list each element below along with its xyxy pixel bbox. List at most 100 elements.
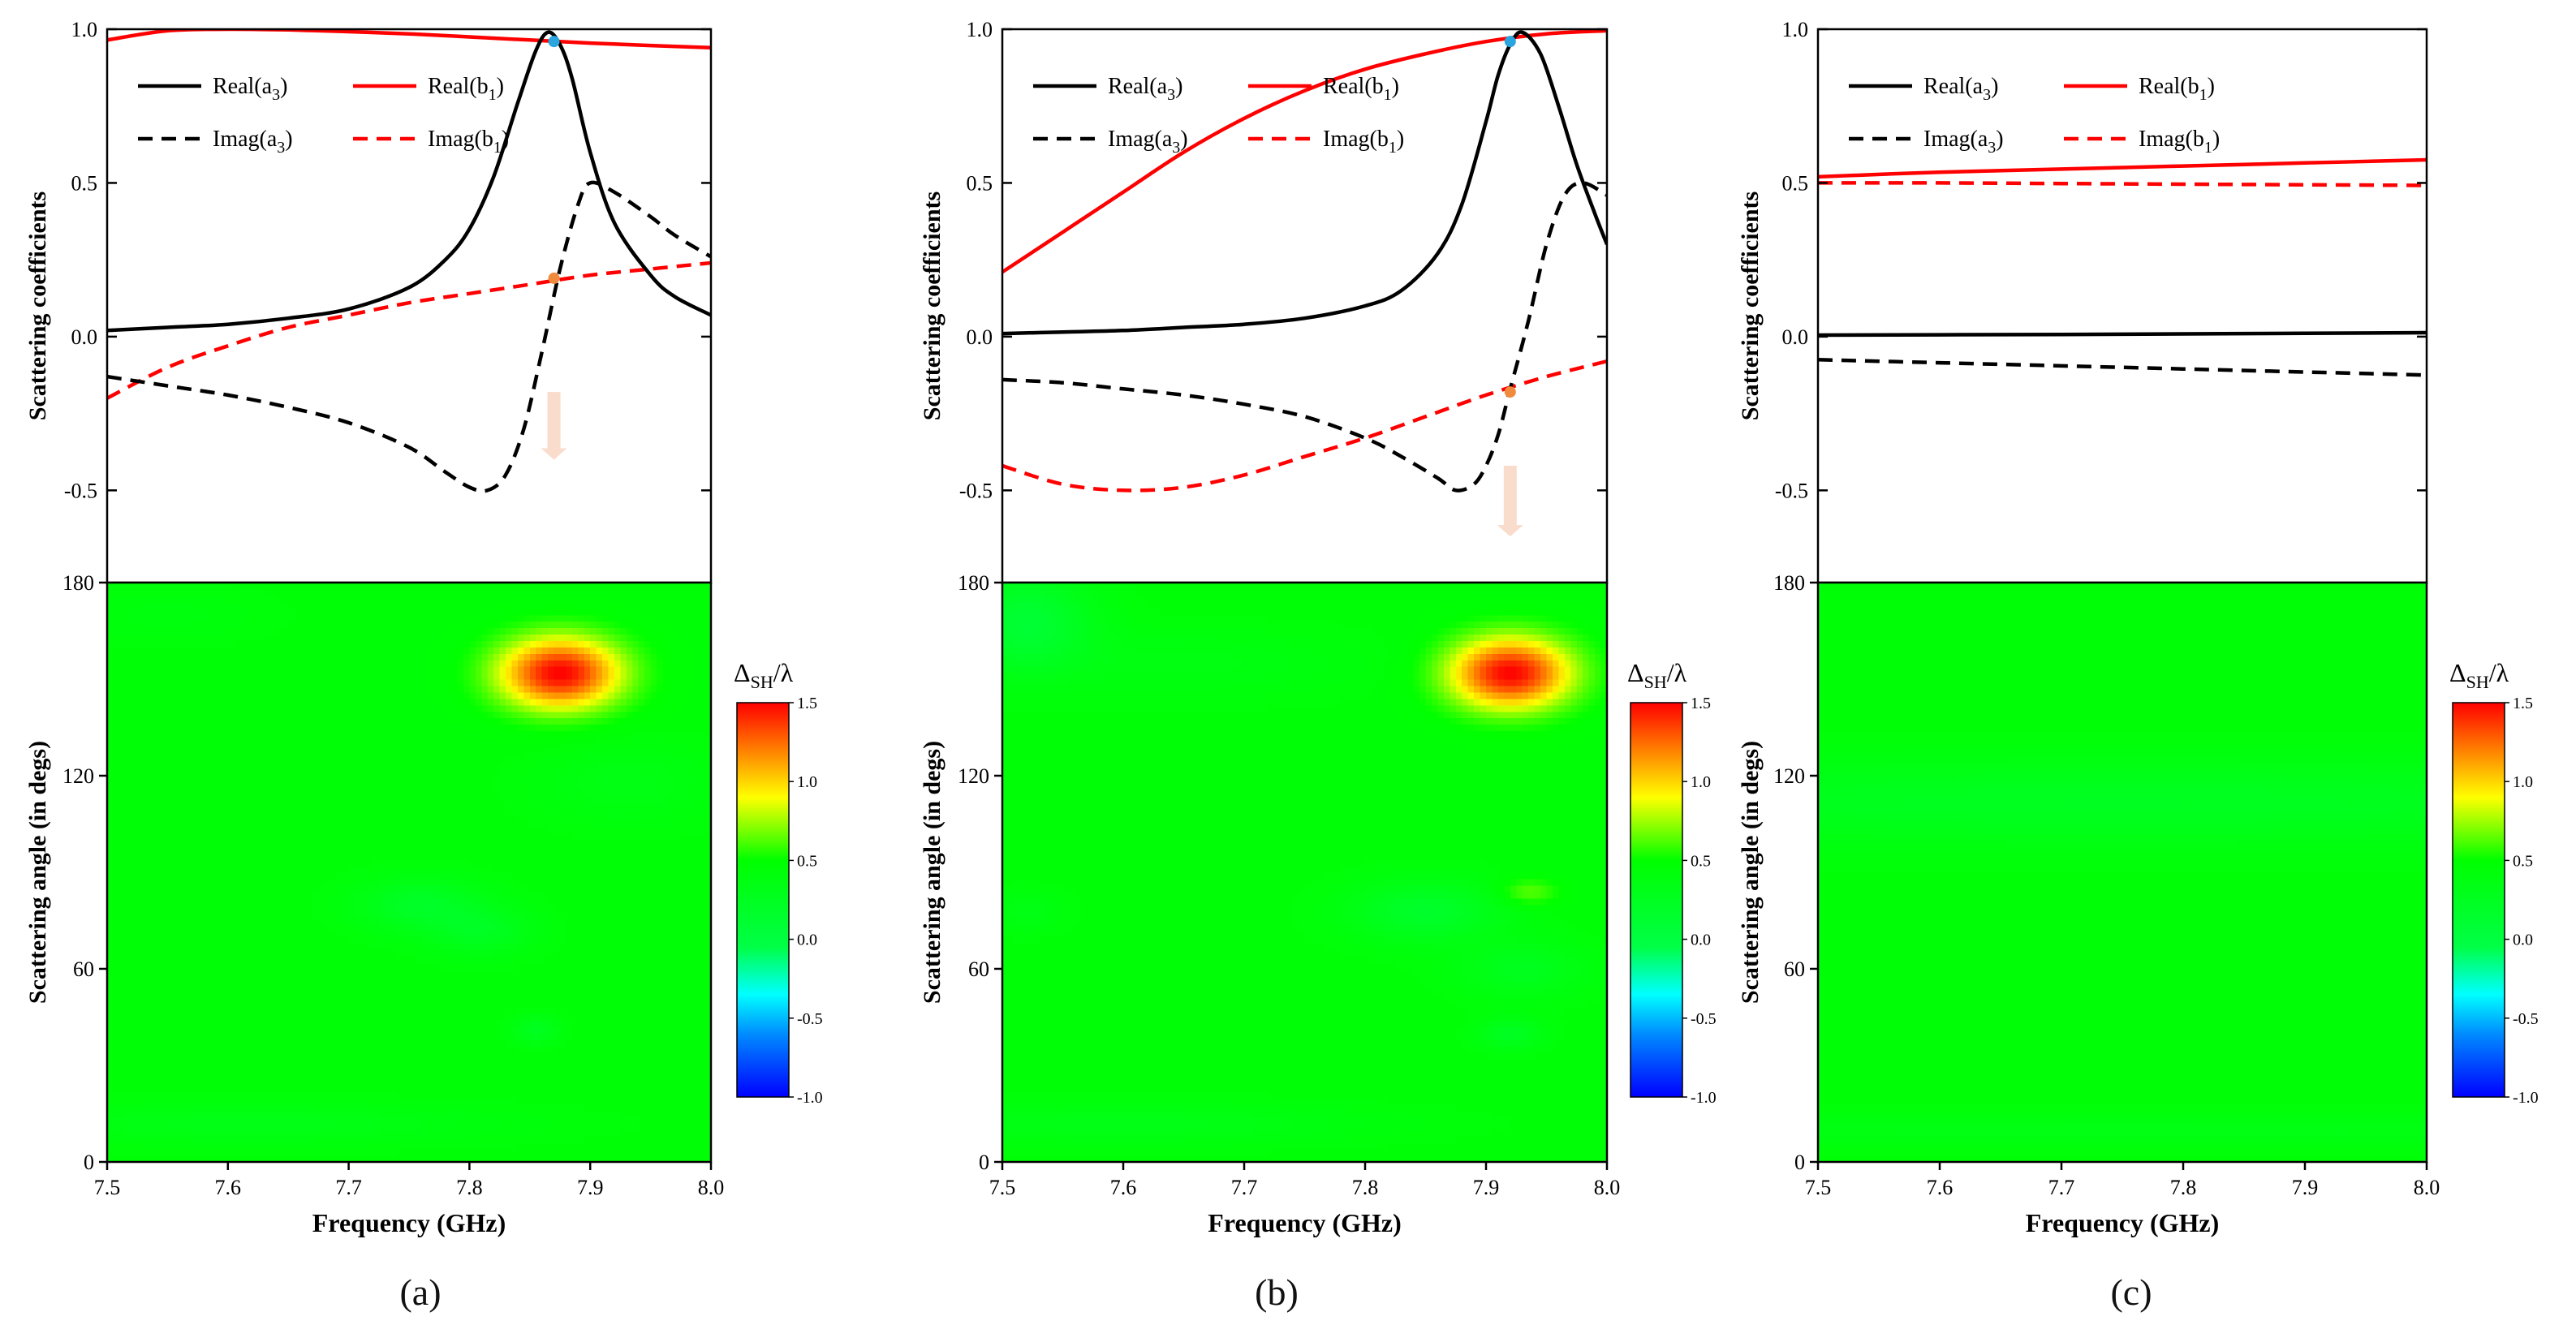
heatmap-cell bbox=[657, 1104, 663, 1112]
heatmap-cell bbox=[156, 1123, 162, 1130]
heatmap-cell bbox=[415, 1098, 421, 1105]
heatmap-cell bbox=[693, 1085, 700, 1092]
heatmap-cell bbox=[300, 1129, 307, 1137]
heatmap-cell bbox=[162, 1142, 168, 1150]
heatmap-cell bbox=[276, 1116, 282, 1124]
heatmap-cell bbox=[240, 1091, 247, 1099]
heatmap-cell bbox=[687, 1123, 693, 1130]
heatmap-cell bbox=[113, 1123, 119, 1130]
heatmap-cell bbox=[523, 1072, 530, 1079]
heatmap-cell bbox=[554, 1136, 561, 1143]
heatmap-cell bbox=[511, 1129, 518, 1137]
heatmap-cell bbox=[590, 1123, 597, 1130]
heatmap-cell bbox=[614, 1072, 621, 1079]
heatmap-cell bbox=[137, 1072, 144, 1079]
heatmap-cell bbox=[379, 1123, 386, 1130]
heatmap-cell bbox=[674, 1149, 681, 1156]
heatmap-cell bbox=[282, 1085, 289, 1092]
heatmap-cell bbox=[627, 1142, 633, 1150]
heatmap-cell bbox=[572, 1123, 579, 1130]
heatmap-cell bbox=[493, 1142, 500, 1150]
heatmap-cell bbox=[439, 1123, 446, 1130]
heatmap-cell bbox=[312, 1149, 319, 1156]
heatmap-cell bbox=[288, 1072, 295, 1079]
heatmap-cell bbox=[379, 1111, 386, 1118]
heatmap-cell bbox=[511, 1085, 518, 1092]
heatmap-cell bbox=[228, 1129, 235, 1137]
heatmap-cell bbox=[427, 1078, 433, 1086]
heatmap-cell bbox=[174, 1085, 180, 1092]
heatmap-cell bbox=[209, 1078, 216, 1086]
heatmap-cell bbox=[476, 1142, 482, 1150]
heatmap-a: 7.5 7.6 7.7 7.8 7.9 8.0060120180Frequency (GH… bbox=[24, 571, 823, 1237]
heatmap-cell bbox=[300, 1149, 307, 1156]
heatmap-cell bbox=[360, 1098, 367, 1105]
heatmap-cell bbox=[385, 1091, 391, 1099]
heatmap-cell bbox=[566, 1085, 572, 1092]
heatmap-cell bbox=[113, 1098, 119, 1105]
heatmap-cell bbox=[234, 1111, 240, 1118]
y-tick-label-a: -0.5 bbox=[64, 479, 97, 502]
heatmap-cell bbox=[662, 1142, 669, 1150]
heatmap-cell bbox=[536, 1116, 542, 1124]
heatmap-cell bbox=[397, 1098, 403, 1105]
heatmap-cell bbox=[560, 1091, 566, 1099]
heatmap-cell bbox=[523, 1116, 530, 1124]
heatmap-cell bbox=[385, 1111, 391, 1118]
heatmap-cell bbox=[125, 1085, 131, 1092]
heatmap-cell bbox=[560, 1085, 566, 1092]
heatmap-cell bbox=[264, 1149, 270, 1156]
heatmap-cell bbox=[463, 1149, 470, 1156]
heatmap-cell bbox=[391, 1104, 398, 1112]
heatmap-cell bbox=[337, 1098, 343, 1105]
heatmap-cell bbox=[548, 1111, 554, 1118]
heatmap-cell bbox=[415, 1111, 421, 1118]
heatmap-cell bbox=[597, 1111, 603, 1118]
heatmap-cell bbox=[174, 1072, 180, 1079]
heatmap-cell bbox=[639, 1111, 645, 1118]
heatmap-cell bbox=[373, 1098, 379, 1105]
heatmap-cell bbox=[651, 1142, 657, 1150]
heatmap-cell bbox=[403, 1129, 410, 1137]
heatmap-cell bbox=[240, 1111, 247, 1118]
heatmap-cell bbox=[167, 1098, 174, 1105]
heatmap-cell bbox=[651, 1129, 657, 1137]
heatmap-cell bbox=[276, 1104, 282, 1112]
heatmap-cell bbox=[669, 1142, 675, 1150]
heatmap-cell bbox=[367, 1123, 373, 1130]
heatmap-cell bbox=[198, 1078, 205, 1086]
heatmap-cell bbox=[342, 1104, 349, 1112]
heatmap-cell bbox=[131, 1129, 138, 1137]
heatmap-cell bbox=[693, 1098, 700, 1105]
heatmap-cell bbox=[300, 1091, 307, 1099]
heatmap-cell bbox=[566, 1104, 572, 1112]
heatmap-cell bbox=[156, 1142, 162, 1150]
heatmap-cell bbox=[584, 1104, 591, 1112]
heatmap-cell bbox=[560, 1104, 566, 1112]
heatmap-cell bbox=[476, 1104, 482, 1112]
heatmap-cell bbox=[318, 1111, 325, 1118]
heatmap-cell bbox=[488, 1104, 494, 1112]
heatmap-cell bbox=[415, 1123, 421, 1130]
heatmap-cell bbox=[360, 1072, 367, 1079]
heatmap-cell bbox=[318, 1123, 325, 1130]
heatmap-cell bbox=[228, 1111, 235, 1118]
heatmap-cell bbox=[204, 1123, 210, 1130]
heatmap-cell bbox=[554, 1149, 561, 1156]
heatmap-cell bbox=[651, 1116, 657, 1124]
heatmap-cell bbox=[542, 1142, 549, 1150]
heatmap-cell bbox=[518, 1104, 524, 1112]
heatmap-cell bbox=[439, 1111, 446, 1118]
heatmap-cell bbox=[216, 1136, 222, 1143]
heatmap-cell bbox=[699, 1136, 705, 1143]
heatmap-cell bbox=[385, 1149, 391, 1156]
series-real-a3-c bbox=[1818, 333, 2427, 335]
heatmap-cell bbox=[240, 1149, 247, 1156]
y-tick-label-b: 1.0 bbox=[967, 18, 993, 41]
heatmap-cell bbox=[523, 1091, 530, 1099]
heatmap-cell bbox=[469, 1111, 476, 1118]
heatmap-cell bbox=[330, 1129, 337, 1137]
heatmap-cell bbox=[493, 1091, 500, 1099]
heatmap-cell bbox=[699, 1142, 705, 1150]
heatmap-cell bbox=[295, 1149, 301, 1156]
